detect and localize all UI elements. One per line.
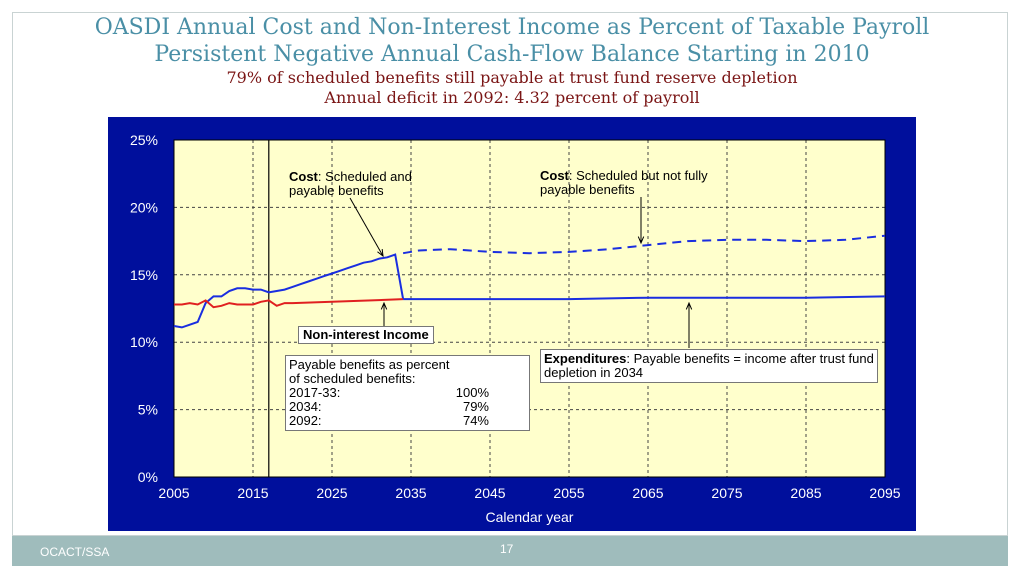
y-tick-label: 15%: [130, 267, 158, 283]
y-tick-label: 25%: [130, 132, 158, 148]
payable-row-period: 2092:: [289, 413, 322, 428]
annotation-expenditures-text: : Payable benefits = income after trust …: [544, 351, 874, 380]
annotation-cost-unpayable-bold: Cost: [540, 168, 569, 183]
y-tick-label: 0%: [138, 469, 158, 485]
payable-box-title-2: of scheduled benefits:: [289, 371, 416, 386]
annotation-cost-unpayable: Cost: Scheduled but not fully payable be…: [540, 169, 740, 197]
annotation-income-label: Non-interest Income: [298, 326, 434, 344]
payable-row-period: 2017-33:: [289, 385, 341, 400]
series-income-line: [174, 298, 404, 309]
page-number: 17: [500, 542, 514, 556]
slide-frame: [12, 12, 1008, 536]
footer-org: OCACT/SSA: [40, 545, 110, 559]
plot-border: [173, 139, 886, 478]
x-tick-label: 2015: [237, 485, 268, 501]
annotation-cost-payable: Cost: Scheduled and payable benefits: [289, 170, 459, 198]
annotation-cost-unpayable-text: : Scheduled but not fully payable benefi…: [540, 168, 708, 197]
annotation-expenditures: Expenditures: Payable benefits = income …: [540, 349, 878, 383]
slide-title: OASDI Annual Cost and Non-Interest Incom…: [94, 15, 930, 40]
x-tick-label: 2095: [869, 485, 900, 501]
title-block: OASDI Annual Cost and Non-Interest Incom…: [0, 14, 1024, 108]
payable-row: 2092: 74%: [289, 414, 526, 428]
payable-row: 2017-33: 100%: [289, 386, 526, 400]
slide-subtitle-2: 79% of scheduled benefits still payable …: [226, 68, 798, 87]
payable-row-period: 2034:: [289, 399, 322, 414]
arrow-cost-payable: [349, 197, 384, 257]
x-axis-label: Calendar year: [486, 509, 574, 525]
x-tick-label: 2065: [632, 485, 663, 501]
arrow-cost-payable-head: [377, 248, 384, 258]
slide-subtitle-3: Annual deficit in 2092: 4.32 percent of …: [324, 88, 700, 107]
x-tick-label: 2085: [790, 485, 821, 501]
y-tick-label: 20%: [130, 199, 158, 215]
annotation-expenditures-bold: Expenditures: [544, 351, 627, 366]
payable-row: 2034: 79%: [289, 400, 526, 414]
x-tick-label: 2075: [711, 485, 742, 501]
x-tick-label: 2025: [316, 485, 347, 501]
footer-bar: OCACT/SSA 17: [12, 536, 1008, 566]
series-expenditures-line: [403, 295, 886, 301]
x-tick-label: 2045: [474, 485, 505, 501]
payable-row-value: 79%: [462, 399, 489, 414]
x-tick-label: 2055: [553, 485, 584, 501]
x-tick-label: 2035: [395, 485, 426, 501]
payable-benefits-box: Payable benefits as percent of scheduled…: [285, 355, 530, 431]
payable-box-title-1: Payable benefits as percent: [289, 357, 450, 372]
slide-subtitle: Persistent Negative Annual Cash-Flow Bal…: [154, 42, 870, 67]
y-tick-label: 5%: [138, 402, 158, 418]
arrow-expenditures-head: [685, 301, 693, 310]
annotation-cost-payable-text: : Scheduled and payable benefits: [289, 169, 412, 198]
y-tick-label: 10%: [130, 334, 158, 350]
series-cost-payable-line: [173, 253, 405, 329]
payable-row-value: 74%: [462, 413, 489, 428]
arrow-cost-unpayable-head: [637, 236, 645, 245]
payable-row-value: 100%: [455, 385, 489, 400]
x-tick-label: 2005: [158, 485, 189, 501]
arrow-income-head: [380, 301, 388, 310]
series-cost-scheduled-line: [402, 234, 886, 255]
annotation-cost-payable-bold: Cost: [289, 169, 318, 184]
